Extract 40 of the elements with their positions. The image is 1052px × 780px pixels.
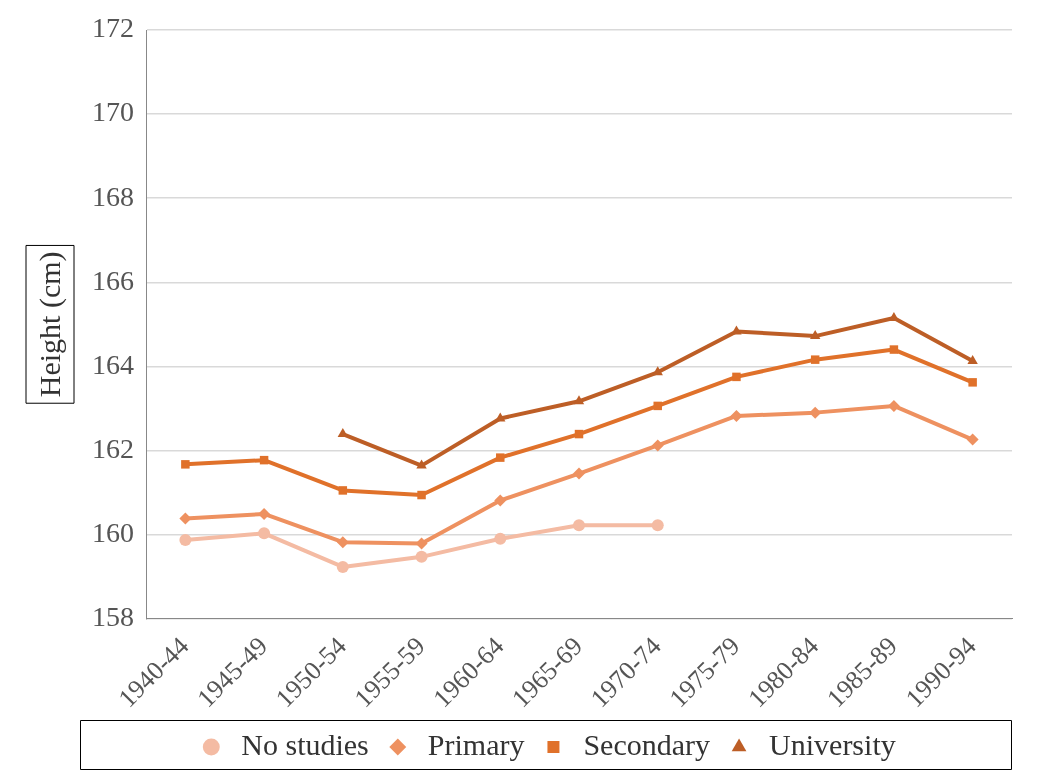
point (573, 467, 585, 480)
y-axis-title: Height (cm) (32, 251, 67, 398)
point (416, 459, 427, 469)
point (336, 536, 349, 549)
point (967, 354, 978, 364)
point (415, 550, 428, 563)
point (573, 519, 585, 532)
legend-label: Primary (427, 727, 525, 761)
point (258, 527, 271, 540)
point (496, 453, 505, 462)
point (732, 372, 741, 382)
legend-label: University (769, 727, 896, 761)
y-tick-label: 170 (92, 96, 134, 128)
y-tick-label: 160 (92, 516, 134, 548)
point (181, 460, 190, 469)
point (651, 519, 664, 532)
point (889, 345, 899, 354)
point (417, 490, 426, 500)
point (653, 401, 662, 411)
point (809, 330, 821, 340)
legend-label: Secondary (583, 727, 711, 761)
point (494, 532, 507, 545)
point (494, 494, 507, 507)
point (966, 433, 979, 446)
y-tick-label: 168 (92, 180, 134, 212)
point (179, 534, 192, 547)
point (338, 486, 348, 495)
legend-label: No studies (241, 727, 369, 761)
point (336, 560, 349, 573)
point (810, 355, 820, 364)
point (258, 507, 271, 520)
y-tick-label: 172 (92, 12, 134, 44)
point (573, 395, 585, 405)
point (968, 378, 977, 387)
y-tick-label: 158 (92, 601, 134, 633)
point (651, 439, 664, 452)
y-tick-label: 162 (92, 432, 134, 464)
point (495, 412, 506, 422)
y-tick-label: 164 (92, 348, 134, 380)
y-tick-label: 166 (92, 264, 134, 296)
